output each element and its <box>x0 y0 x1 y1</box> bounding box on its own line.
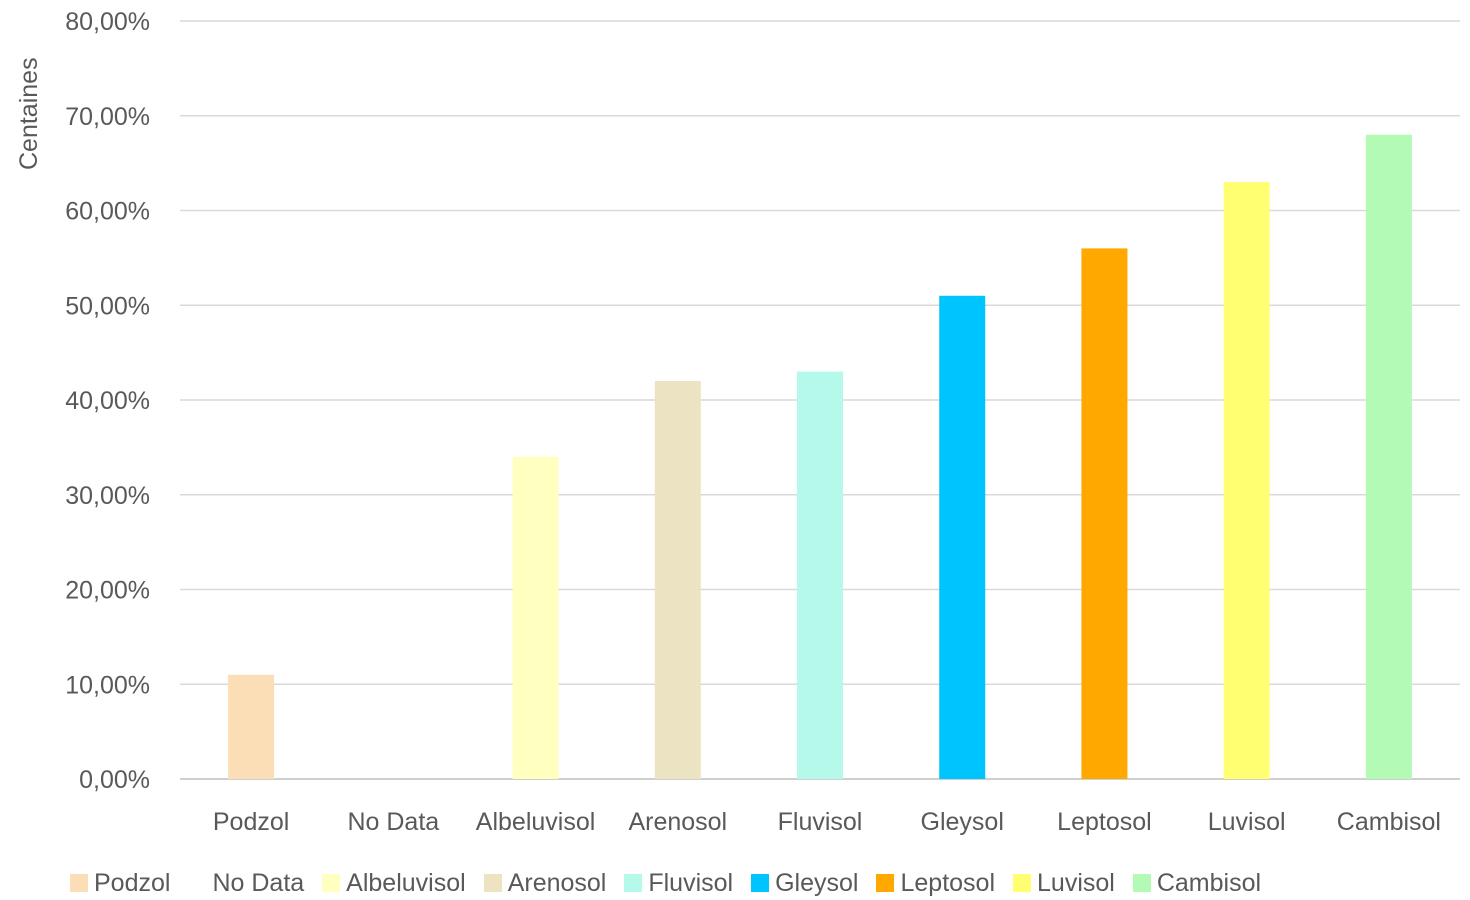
y-tick-label: 60,00% <box>65 198 150 226</box>
x-tick-label: Luvisol <box>1208 808 1286 836</box>
legend-label: Gleysol <box>775 868 859 897</box>
legend-item: Leptosol <box>876 869 995 898</box>
y-tick-label: 10,00% <box>65 671 150 699</box>
y-axis-label: Centaines <box>15 57 43 170</box>
legend-label: Albeluvisol <box>346 868 466 897</box>
y-tick-label: 30,00% <box>65 482 150 510</box>
y-tick-label: 0,00% <box>79 766 150 794</box>
x-tick-label: Arenosol <box>628 808 727 836</box>
legend-label: Leptosol <box>900 868 996 897</box>
legend-label: Cambisol <box>1156 868 1262 897</box>
legend: Podzol No Data Albeluvisol Arenosol Fluvisol… <box>70 866 1279 900</box>
legend-label: Fluvisol <box>648 868 734 897</box>
x-axis-ticks: Podzol No Data Albeluvisol Arenosol Fluvisol… <box>213 808 1441 836</box>
x-tick-label: No Data <box>347 808 439 836</box>
legend-item: Cambisol <box>1132 868 1262 898</box>
bar-arenosol <box>654 381 701 779</box>
legend-swatch <box>624 874 643 892</box>
legend-item: No Data <box>188 869 304 898</box>
x-tick-label: Albeluvisol <box>476 808 596 836</box>
bar-podzol <box>228 674 275 779</box>
legend-swatch <box>1132 874 1151 892</box>
x-tick-label: Podzol <box>213 808 289 836</box>
legend-item: Podzol <box>70 869 170 898</box>
legend-item: Fluvisol <box>624 869 733 898</box>
x-tick-label: Gleysol <box>921 808 1004 836</box>
bar-gleysol <box>939 295 986 779</box>
bar-chart: 0,00% 10,00% 20,00% 30,00% 40,00% 50,00% 60,00… <box>15 8 1460 836</box>
legend-label: Arenosol <box>507 868 607 897</box>
x-tick-label: Leptosol <box>1057 808 1152 836</box>
y-tick-label: 70,00% <box>65 103 150 131</box>
legend-item: Albeluvisol <box>322 869 466 898</box>
x-tick-label: Fluvisol <box>778 808 863 836</box>
legend-item: Gleysol <box>751 869 858 898</box>
bar-luvisol <box>1223 182 1270 779</box>
x-tick-label: Cambisol <box>1337 808 1441 836</box>
bar-cambisol <box>1365 134 1412 779</box>
bar-fluvisol <box>797 371 843 779</box>
legend-label: Podzol <box>94 868 171 897</box>
legend-item: Luvisol <box>1013 869 1115 898</box>
y-tick-label: 80,00% <box>65 8 150 36</box>
y-tick-label: 20,00% <box>65 577 150 605</box>
legend-label: Luvisol <box>1037 868 1115 897</box>
legend-swatch <box>322 874 341 892</box>
bar-albeluvisol <box>512 456 559 779</box>
bar-leptosol <box>1081 248 1128 779</box>
legend-label: No Data <box>212 868 305 897</box>
legend-swatch <box>876 874 895 892</box>
legend-swatch <box>483 874 502 892</box>
legend-swatch <box>188 874 207 892</box>
legend-swatch <box>751 874 770 892</box>
y-tick-label: 40,00% <box>65 387 150 415</box>
bars <box>228 134 1412 779</box>
legend-swatch <box>70 874 88 892</box>
y-axis-ticks: 0,00% 10,00% 20,00% 30,00% 40,00% 50,00% 60,00… <box>65 8 150 794</box>
legend-item: Arenosol <box>483 868 607 898</box>
legend-swatch <box>1013 874 1032 892</box>
y-tick-label: 50,00% <box>65 292 150 320</box>
